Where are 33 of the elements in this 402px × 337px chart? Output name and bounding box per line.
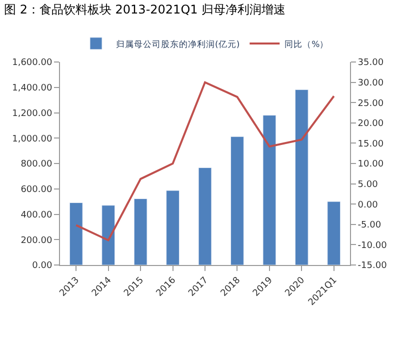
y2-tick-label: 10.00 (358, 160, 384, 170)
bar (262, 115, 276, 265)
y-tick-label: 600.00 (20, 185, 52, 196)
bar (327, 201, 341, 265)
y-tick-label: 1,200.00 (12, 108, 52, 119)
y2-tick-label: 15.00 (358, 139, 384, 150)
y2-tick-label: 30.00 (358, 78, 384, 88)
y2-tick-label: 0.00 (358, 200, 378, 210)
legend-label: 同比（%） (284, 38, 329, 50)
y-tick-label: 400.00 (20, 210, 52, 220)
bar (166, 190, 180, 265)
bar (198, 167, 212, 265)
y2-tick-label: -5.00 (358, 220, 382, 231)
y-tick-label: 1,600.00 (12, 58, 52, 68)
bar (294, 89, 308, 265)
bar (69, 202, 83, 265)
y2-tick-label: 5.00 (358, 180, 378, 190)
y2-tick-label: -15.00 (358, 261, 388, 272)
y2-tick-label: 25.00 (358, 98, 384, 109)
y-tick-label: 800.00 (20, 160, 52, 170)
bar (134, 198, 148, 265)
bar (102, 205, 116, 265)
y2-tick-label: 20.00 (358, 119, 384, 130)
y-tick-label: 200.00 (20, 236, 52, 246)
line-series (75, 81, 335, 242)
bar (230, 136, 244, 265)
y-tick-label: 1,000.00 (12, 134, 52, 144)
y-tick-label: 0.00 (32, 261, 52, 272)
chart-title: 图 2：食品饮料板块 2013-2021Q1 归母净利润增速 (4, 2, 286, 16)
y-tick-label: 1,400.00 (12, 84, 52, 94)
y2-tick-label: -10.00 (358, 240, 388, 251)
legend-label: 归属母公司股东的净利润(亿元) (116, 38, 240, 50)
y2-tick-label: 35.00 (358, 58, 384, 68)
